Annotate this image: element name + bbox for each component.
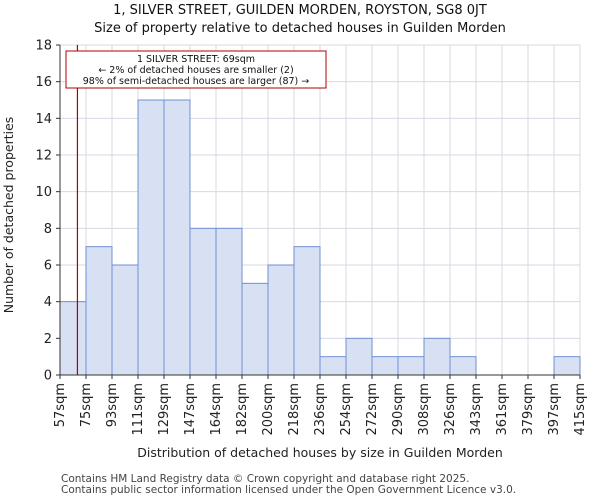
x-tick-label-379sqm: 379sqm (521, 383, 536, 436)
y-tick-label-0: 0 (44, 369, 52, 384)
y-tick-label-6: 6 (44, 259, 52, 274)
x-tick-label-93sqm: 93sqm (105, 383, 120, 427)
bar-308sqm (423, 337, 451, 376)
bar-236sqm (319, 356, 347, 376)
y-tick-label-16: 16 (35, 75, 52, 90)
bars (59, 99, 581, 376)
x-tick-label-272sqm: 272sqm (365, 383, 380, 436)
x-tick-label-415sqm: 415sqm (573, 383, 588, 436)
annotation-line-3: 98% of semi-detached houses are larger (… (83, 76, 310, 87)
bar-57sqm (59, 301, 87, 376)
annotation-line-1: 1 SILVER STREET: 69sqm (137, 54, 255, 65)
bar-254sqm (345, 337, 373, 376)
bar-111sqm (137, 99, 165, 376)
y-tick-label-2: 2 (44, 332, 52, 347)
x-tick-label-200sqm: 200sqm (261, 383, 276, 436)
bar-129sqm (163, 99, 191, 376)
annotation-line-2: ← 2% of detached houses are smaller (2) (98, 65, 293, 76)
bar-397sqm (553, 356, 581, 376)
annotation-box (65, 50, 327, 89)
y-tick-label-4: 4 (44, 295, 52, 310)
axes: 0 2 4 6 8 10 12 14 16 18 57sqm 75sqm 93sqm 111sqm 129s… (35, 39, 588, 436)
x-tick-label-343sqm: 343sqm (469, 383, 484, 436)
x-tick-label-147sqm: 147sqm (183, 383, 198, 436)
bar-200sqm (267, 264, 295, 376)
x-tick-label-397sqm: 397sqm (547, 383, 562, 436)
x-tick-label-361sqm: 361sqm (495, 383, 510, 436)
bar-182sqm (241, 282, 269, 376)
x-axis-label: Distribution of detached houses by size … (137, 445, 503, 460)
bar-272sqm (371, 356, 399, 376)
bar-290sqm (397, 356, 425, 376)
y-tick-label-8: 8 (44, 222, 52, 237)
bar-75sqm (85, 246, 113, 376)
x-tick-label-57sqm: 57sqm (53, 383, 68, 427)
chart-title: 1, SILVER STREET, GUILDEN MORDEN, ROYSTO… (113, 3, 487, 18)
bar-326sqm (449, 356, 477, 376)
chart-subtitle: Size of property relative to detached ho… (94, 21, 506, 36)
bar-218sqm (293, 246, 321, 376)
bar-93sqm (111, 264, 139, 376)
x-tick-label-129sqm: 129sqm (157, 383, 172, 436)
footer-line-1: Contains HM Land Registry data © Crown c… (61, 473, 470, 485)
x-tick-label-290sqm: 290sqm (391, 383, 406, 436)
y-tick-label-12: 12 (35, 149, 52, 164)
x-tick-label-218sqm: 218sqm (287, 383, 302, 436)
x-tick-label-308sqm: 308sqm (417, 383, 432, 436)
x-tick-label-254sqm: 254sqm (339, 383, 354, 436)
x-tick-label-75sqm: 75sqm (79, 383, 94, 427)
y-axis-label: Number of detached properties (1, 117, 16, 314)
bar-164sqm (215, 227, 243, 376)
x-tick-label-111sqm: 111sqm (131, 383, 146, 436)
y-tick-label-18: 18 (35, 39, 52, 54)
bar-147sqm (189, 227, 217, 376)
x-tick-label-182sqm: 182sqm (235, 383, 250, 436)
y-tick-label-14: 14 (35, 112, 52, 127)
x-tick-label-164sqm: 164sqm (209, 383, 224, 436)
y-tick-label-10: 10 (35, 185, 52, 200)
footer-line-2: Contains public sector information licen… (61, 484, 517, 496)
property-marker: 1 SILVER STREET: 69sqm← 2% of detached h… (65, 45, 327, 375)
x-tick-label-236sqm: 236sqm (313, 383, 328, 436)
x-tick-label-326sqm: 326sqm (443, 383, 458, 436)
